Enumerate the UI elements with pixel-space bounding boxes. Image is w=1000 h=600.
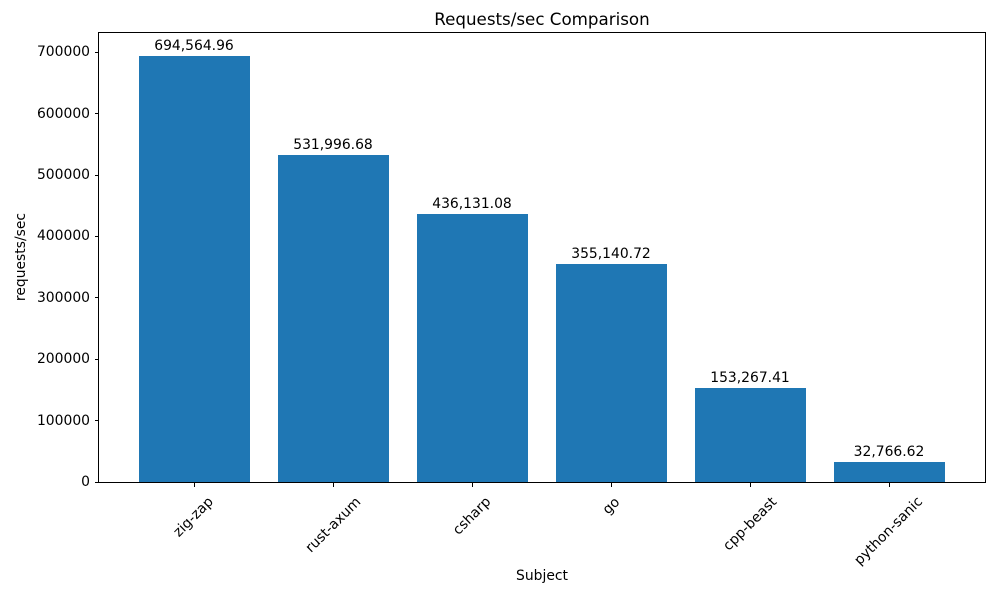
bar-value-label: 32,766.62 [853,443,925,460]
x-tick-mark [471,483,473,487]
bar-value-label: 694,564.96 [154,37,234,54]
bar-value-label: 153,267.41 [710,369,790,386]
plot-area [98,32,986,483]
x-tick-label: rust-axum [302,493,364,556]
y-tick-mark [95,51,99,53]
y-tick-label: 0 [81,474,90,490]
x-tick-label: zig-zap [170,494,217,541]
y-tick-mark [95,235,99,237]
x-tick-label: python-sanic [851,494,926,569]
bar-value-label: 436,131.08 [432,196,512,213]
y-tick-mark [95,174,99,176]
y-tick-mark [95,113,99,115]
x-tick-mark [193,483,195,487]
y-tick-mark [95,481,99,483]
chart-title: Requests/sec Comparison [434,9,650,29]
bar-value-label: 531,996.68 [293,137,373,154]
y-tick-mark [95,358,99,360]
bar [555,263,667,482]
bar [416,214,528,482]
y-tick-label: 600000 [36,105,90,122]
y-tick-label: 700000 [36,44,90,61]
y-tick-label: 300000 [36,289,90,306]
y-tick-label: 500000 [36,167,90,184]
y-tick-label: 200000 [36,351,90,368]
y-tick-label: 400000 [36,228,90,245]
bar [833,461,945,482]
bar [138,55,250,482]
x-tick-label: csharp [449,494,494,539]
x-tick-mark [610,483,612,487]
y-tick-label: 100000 [36,412,90,429]
bar [277,155,389,482]
x-tick-label: cpp-beast [719,494,780,555]
y-axis-label: requests/sec [13,212,29,302]
x-tick-mark [888,483,890,487]
x-tick-label: go [599,493,623,518]
bar-value-label: 355,140.72 [571,245,651,262]
y-tick-mark [95,297,99,299]
y-tick-mark [95,420,99,422]
x-tick-mark [332,483,334,487]
x-axis-label: Subject [516,568,568,584]
x-tick-mark [749,483,751,487]
bar [694,387,806,482]
